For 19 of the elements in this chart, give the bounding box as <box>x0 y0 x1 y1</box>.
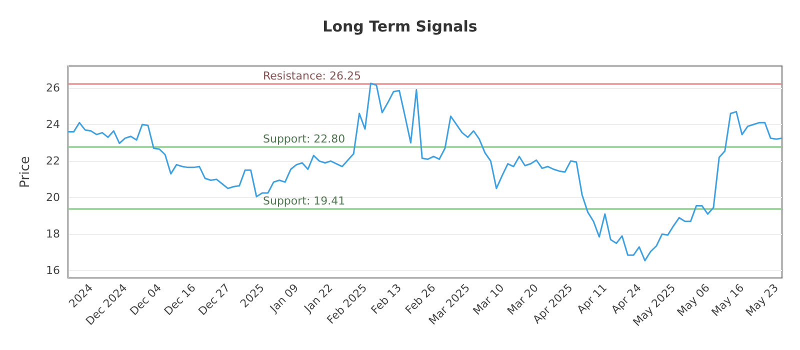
x-tick-label: Jan 09 <box>266 281 302 316</box>
chart-title: Long Term Signals <box>322 18 478 36</box>
y-tick-label: 20 <box>46 191 60 204</box>
line-series <box>67 82 783 262</box>
x-tick-label: Feb 13 <box>368 281 404 317</box>
ref-line-label: Support: 22.80 <box>263 132 346 146</box>
x-tick-label: Mar 10 <box>470 281 507 318</box>
ref-line-label: Resistance: 26.25 <box>263 69 361 82</box>
ref-line-label: Support: 19.41 <box>263 194 346 208</box>
x-tick-label: Apr 11 <box>574 281 610 316</box>
y-tick-label: 22 <box>46 154 60 168</box>
y-tick-label: 26 <box>46 81 60 94</box>
y-axis-title: Price <box>18 156 33 188</box>
x-tick-label: Dec 04 <box>127 281 164 318</box>
y-tick-label: 18 <box>46 228 60 241</box>
y-tick-label: 24 <box>46 118 60 131</box>
y-tick-label: 16 <box>46 264 60 278</box>
x-tick-label: Dec 27 <box>196 281 233 318</box>
x-tick-label: Dec 16 <box>162 281 198 318</box>
